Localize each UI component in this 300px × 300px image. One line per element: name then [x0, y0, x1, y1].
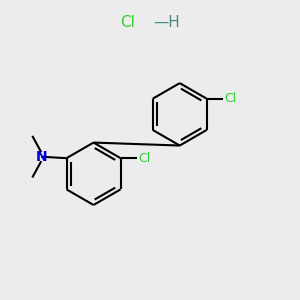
Text: Cl: Cl [120, 15, 135, 30]
Text: N: N [35, 150, 47, 164]
Text: Cl: Cl [138, 152, 151, 165]
Text: Cl: Cl [225, 92, 237, 105]
Text: —H: —H [153, 15, 180, 30]
